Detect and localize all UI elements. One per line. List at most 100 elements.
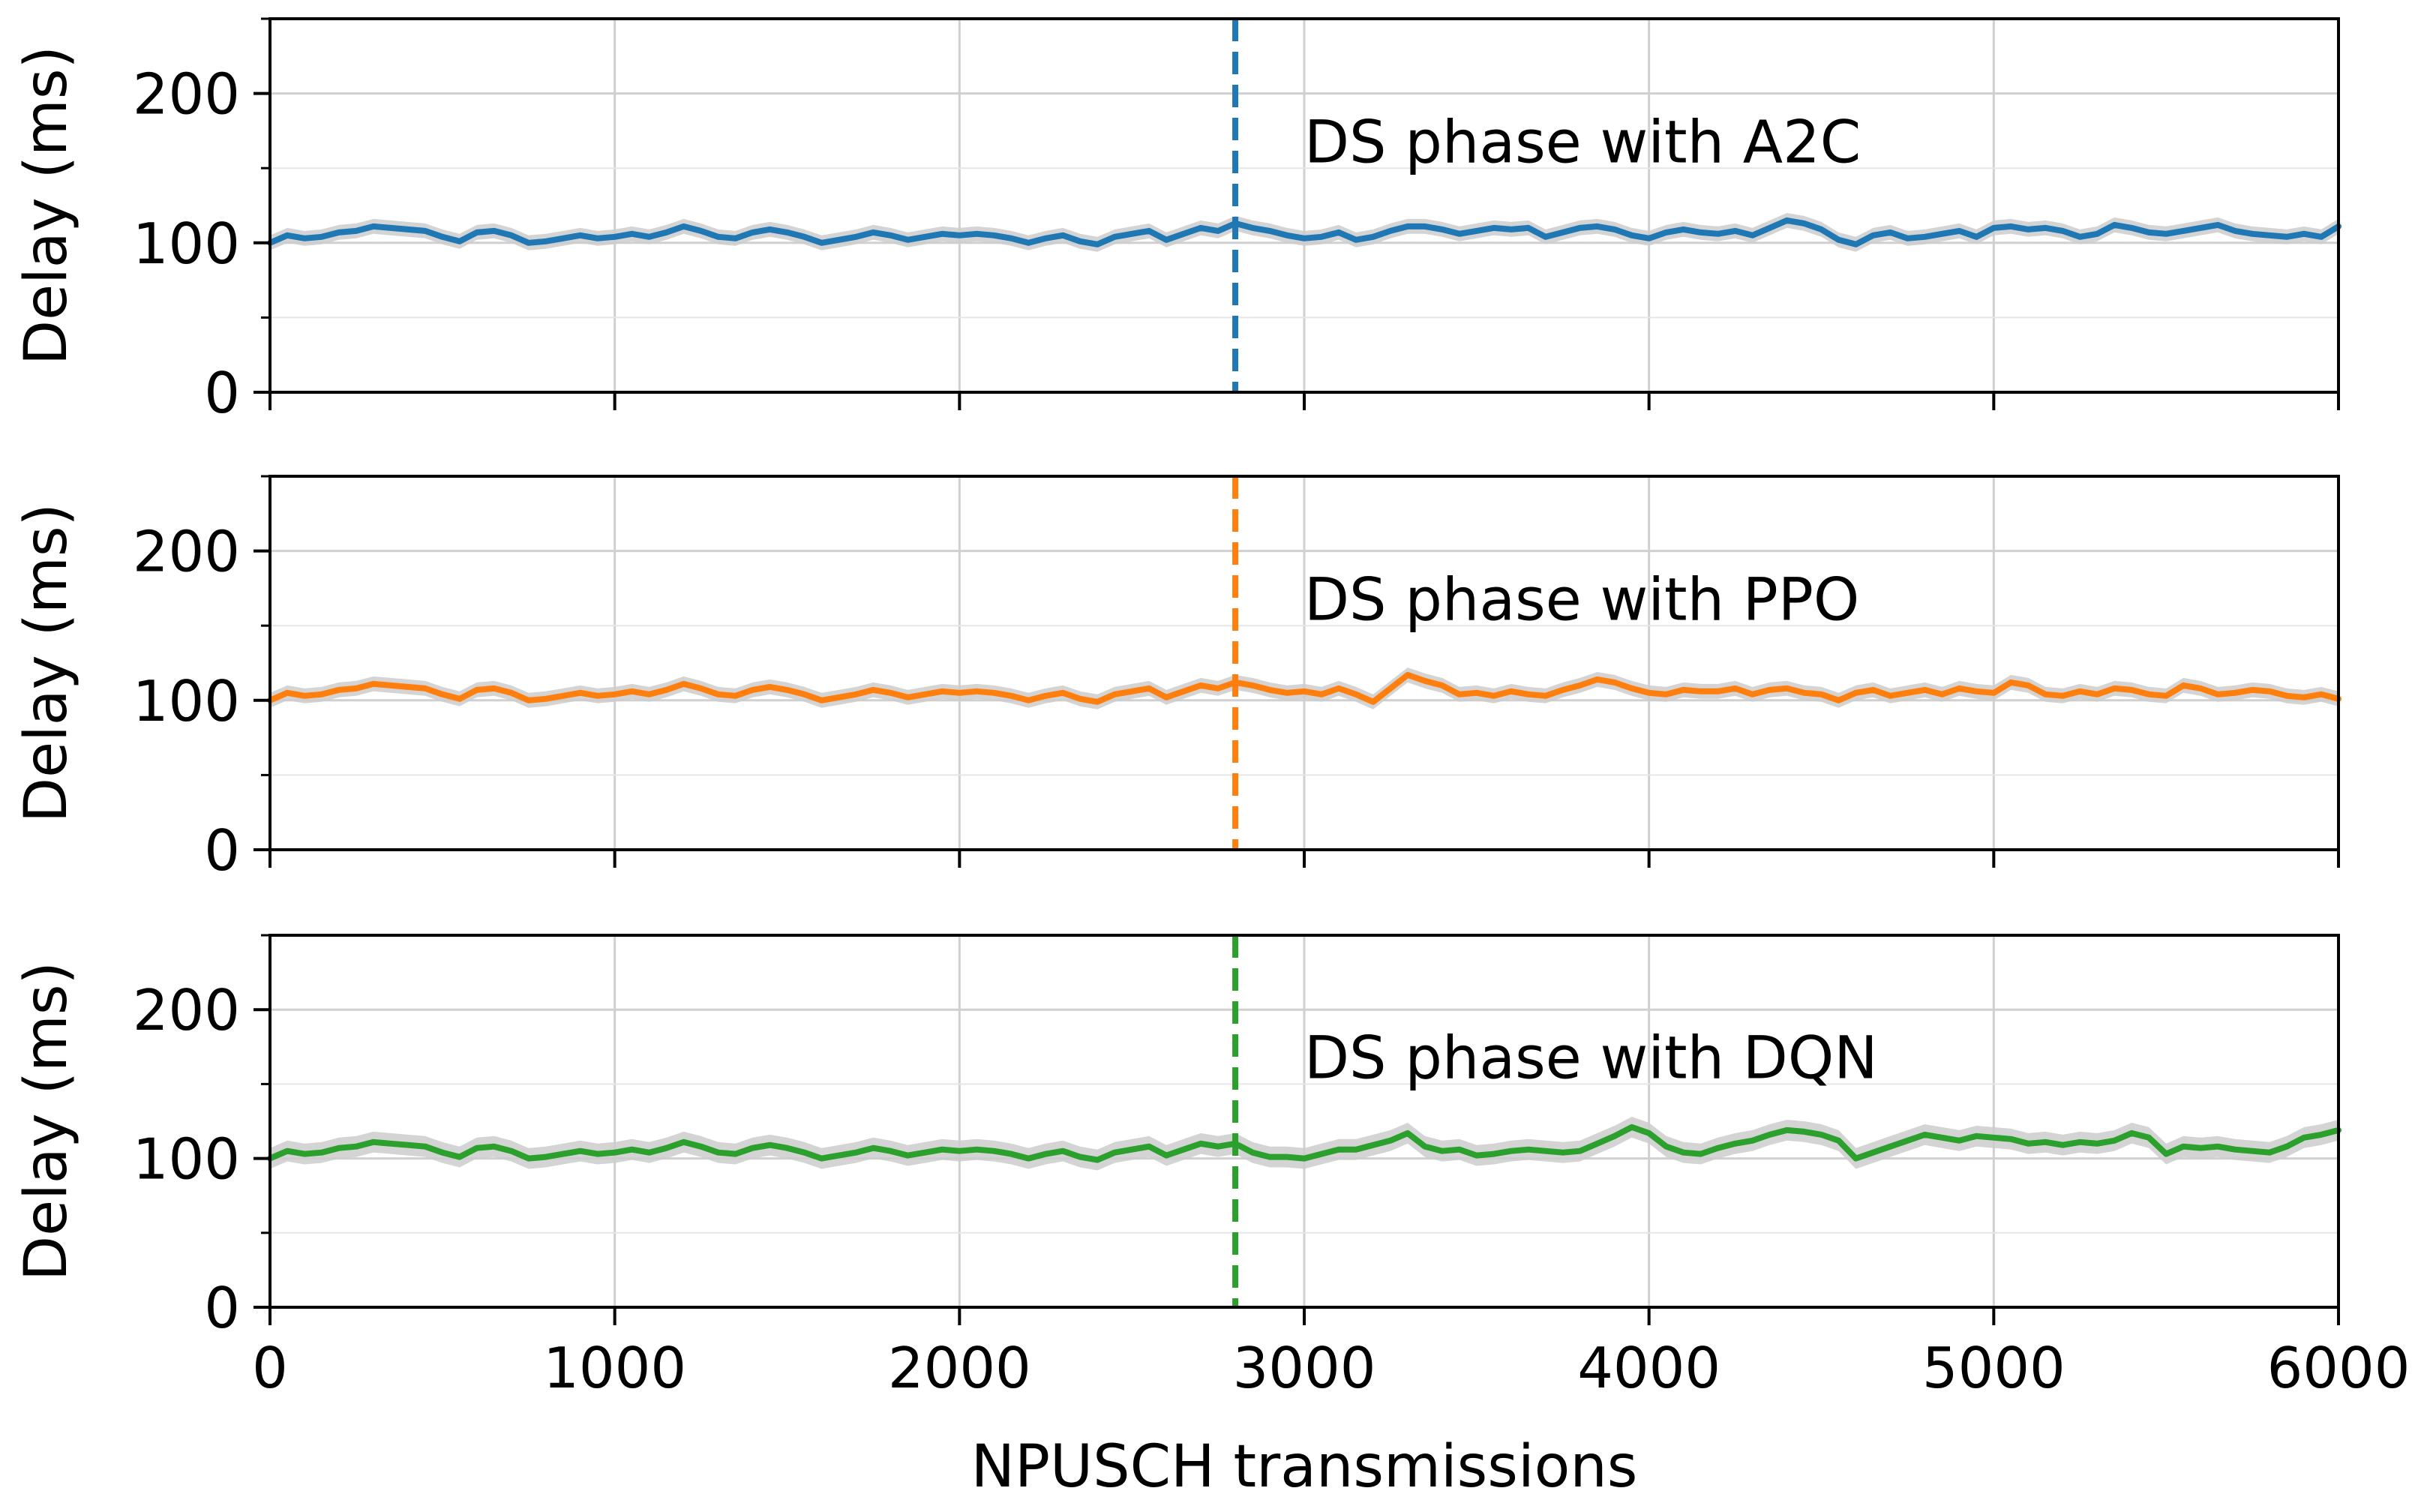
data-point xyxy=(838,1155,839,1156)
data-point xyxy=(1545,1150,1546,1152)
x-tick-label: 5000 xyxy=(1922,1335,2066,1401)
y-tick-label: 0 xyxy=(204,1275,240,1341)
subplot-2: DS phase with PPO 0 100 200 Delay (ms) xyxy=(13,475,2342,884)
data-point xyxy=(1338,1149,1340,1150)
data-point xyxy=(2303,233,2305,235)
data-point xyxy=(338,689,340,691)
data-point xyxy=(1958,1140,1960,1142)
data-point xyxy=(1631,235,1633,236)
data-point xyxy=(1372,1144,1374,1146)
data-point xyxy=(2234,692,2236,694)
y-tick-label: 100 xyxy=(133,1126,240,1192)
data-point xyxy=(1028,1158,1029,1160)
data-point xyxy=(924,1152,926,1154)
data-point xyxy=(511,692,512,694)
data-point xyxy=(890,235,891,236)
data-point xyxy=(1976,691,1977,692)
data-point xyxy=(1304,691,1305,692)
data-point xyxy=(424,1146,426,1148)
y-tick-label: 100 xyxy=(133,668,240,734)
data-point xyxy=(1752,235,1754,236)
data-point xyxy=(286,692,288,694)
data-point xyxy=(2062,1144,2063,1146)
data-point xyxy=(528,1158,530,1160)
data-point xyxy=(1545,236,1546,238)
data-point xyxy=(1407,674,1408,676)
data-point xyxy=(407,686,409,688)
data-point xyxy=(1114,236,1115,238)
data-point xyxy=(958,1150,960,1152)
data-point xyxy=(1906,692,1908,694)
x-tick-label: 3000 xyxy=(1233,1335,1376,1401)
data-point xyxy=(1010,695,1012,697)
data-point xyxy=(1562,1152,1564,1154)
data-point xyxy=(1924,689,1925,691)
data-point xyxy=(2200,227,2201,229)
data-point xyxy=(1700,691,1702,692)
data-point xyxy=(1200,1143,1202,1144)
data-point xyxy=(2234,230,2236,232)
data-point xyxy=(820,242,822,244)
data-point xyxy=(407,229,409,230)
data-point xyxy=(1735,230,1736,232)
data-point xyxy=(1597,1143,1598,1144)
data-point xyxy=(976,233,977,235)
data-point xyxy=(1114,1152,1115,1154)
data-point xyxy=(803,1152,805,1154)
x-axis-label: NPUSCH transmissions xyxy=(971,1433,1638,1501)
data-point xyxy=(1597,679,1598,680)
subplot-3: DS phase with DQN 0 100 200 Delay (ms) 0 1000 2… xyxy=(13,934,2410,1401)
x-tick-label: 2000 xyxy=(888,1335,1031,1401)
data-point xyxy=(924,236,926,238)
data-point xyxy=(1889,1146,1891,1148)
data-point xyxy=(1096,701,1098,703)
data-point xyxy=(1252,685,1253,686)
data-point xyxy=(1286,692,1288,694)
data-point xyxy=(1648,1132,1650,1134)
data-point xyxy=(2044,227,2046,229)
phase-annotation: DS phase with DQN xyxy=(1304,1025,1878,1093)
data-point xyxy=(1631,1126,1633,1128)
x-tick-label: 1000 xyxy=(543,1335,686,1401)
data-point xyxy=(683,683,685,685)
data-point xyxy=(2165,233,2167,235)
data-point xyxy=(1286,235,1288,236)
data-point xyxy=(976,691,977,692)
data-point xyxy=(941,1149,943,1150)
data-point xyxy=(597,695,598,697)
data-point xyxy=(614,236,616,238)
data-point xyxy=(1252,227,1253,229)
data-point xyxy=(321,1152,322,1154)
data-point xyxy=(752,689,754,691)
data-point xyxy=(649,236,650,238)
data-point xyxy=(1614,229,1616,230)
data-point xyxy=(1493,227,1495,229)
data-point xyxy=(2027,1143,2029,1144)
data-point xyxy=(1217,230,1219,232)
data-point xyxy=(872,689,874,691)
data-point xyxy=(2252,1150,2253,1152)
x-tick-label: 6000 xyxy=(2267,1335,2410,1401)
data-point xyxy=(1493,695,1495,697)
data-point xyxy=(1769,1134,1771,1136)
data-point xyxy=(1148,1146,1150,1148)
data-point xyxy=(1958,230,1960,232)
y-axis-label: Delay (ms) xyxy=(13,46,80,365)
subplot-1: DS phase with A2C 0 100 200 Delay (ms) xyxy=(13,17,2342,426)
data-point xyxy=(1286,1156,1288,1158)
data-point xyxy=(958,692,960,694)
data-point xyxy=(545,698,547,700)
data-point xyxy=(1407,1132,1408,1134)
data-point xyxy=(286,235,288,236)
data-point xyxy=(803,236,805,238)
data-point xyxy=(2320,1134,2322,1136)
x-tick-label: 0 xyxy=(252,1335,288,1401)
x-tick-label: 4000 xyxy=(1577,1335,1720,1401)
y-axis-label: Delay (ms) xyxy=(13,962,80,1281)
data-point xyxy=(2062,230,2063,232)
data-point xyxy=(511,1150,512,1152)
data-point xyxy=(2148,1137,2150,1138)
data-point xyxy=(1062,692,1064,694)
data-point xyxy=(2062,695,2063,697)
y-tick-label: 0 xyxy=(204,818,240,884)
